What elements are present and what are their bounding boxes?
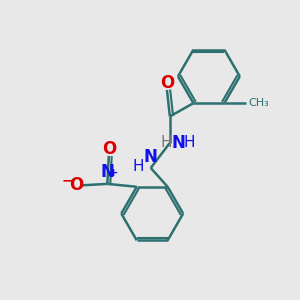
Text: N: N (171, 134, 185, 152)
Text: N: N (100, 163, 114, 181)
Text: +: + (109, 168, 119, 178)
Text: CH₃: CH₃ (249, 98, 269, 108)
Text: H: H (183, 135, 195, 150)
Text: O: O (160, 74, 174, 92)
Text: N: N (143, 148, 157, 166)
Text: H: H (160, 135, 172, 150)
Text: H: H (133, 159, 144, 174)
Text: −: − (61, 173, 73, 187)
Text: O: O (102, 140, 116, 158)
Text: O: O (69, 176, 83, 194)
